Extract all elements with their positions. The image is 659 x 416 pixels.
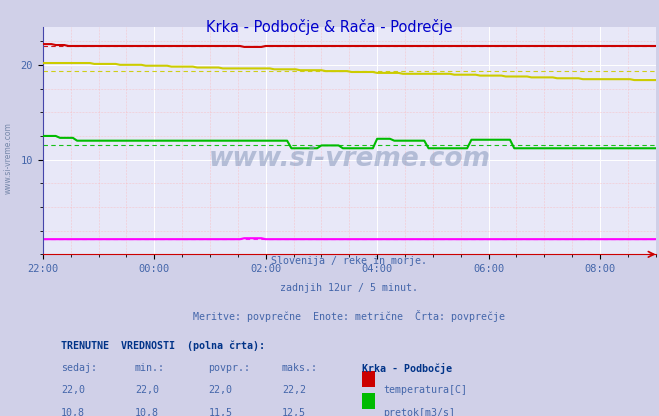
Text: 22,0: 22,0 [134, 385, 159, 395]
Text: Krka - Podbočje: Krka - Podbočje [362, 363, 451, 374]
Text: Meritve: povprečne  Enote: metrične  Črta: povprečje: Meritve: povprečne Enote: metrične Črta:… [193, 310, 505, 322]
Text: pretok[m3/s]: pretok[m3/s] [383, 408, 455, 416]
Text: 12,5: 12,5 [282, 408, 306, 416]
Text: maks.:: maks.: [282, 363, 318, 373]
Text: TRENUTNE  VREDNOSTI  (polna črta):: TRENUTNE VREDNOSTI (polna črta): [61, 341, 265, 351]
Text: 10,8: 10,8 [134, 408, 159, 416]
Text: temperatura[C]: temperatura[C] [383, 385, 467, 395]
Text: www.si-vreme.com: www.si-vreme.com [208, 146, 490, 172]
Text: min.:: min.: [134, 363, 165, 373]
Text: 11,5: 11,5 [208, 408, 233, 416]
Text: 10,8: 10,8 [61, 408, 85, 416]
Text: povpr.:: povpr.: [208, 363, 250, 373]
Text: Slovenija / reke in morje.: Slovenija / reke in morje. [272, 256, 427, 266]
Text: 22,0: 22,0 [61, 385, 85, 395]
Bar [362, 371, 375, 387]
Text: Krka - Podbočje & Rača - Podrečje: Krka - Podbočje & Rača - Podrečje [206, 19, 453, 35]
Bar [362, 393, 375, 409]
Text: 22,2: 22,2 [282, 385, 306, 395]
Text: zadnjih 12ur / 5 minut.: zadnjih 12ur / 5 minut. [280, 283, 418, 293]
Text: sedaj:: sedaj: [61, 363, 98, 373]
Text: 22,0: 22,0 [208, 385, 233, 395]
Text: www.si-vreme.com: www.si-vreme.com [3, 122, 13, 194]
